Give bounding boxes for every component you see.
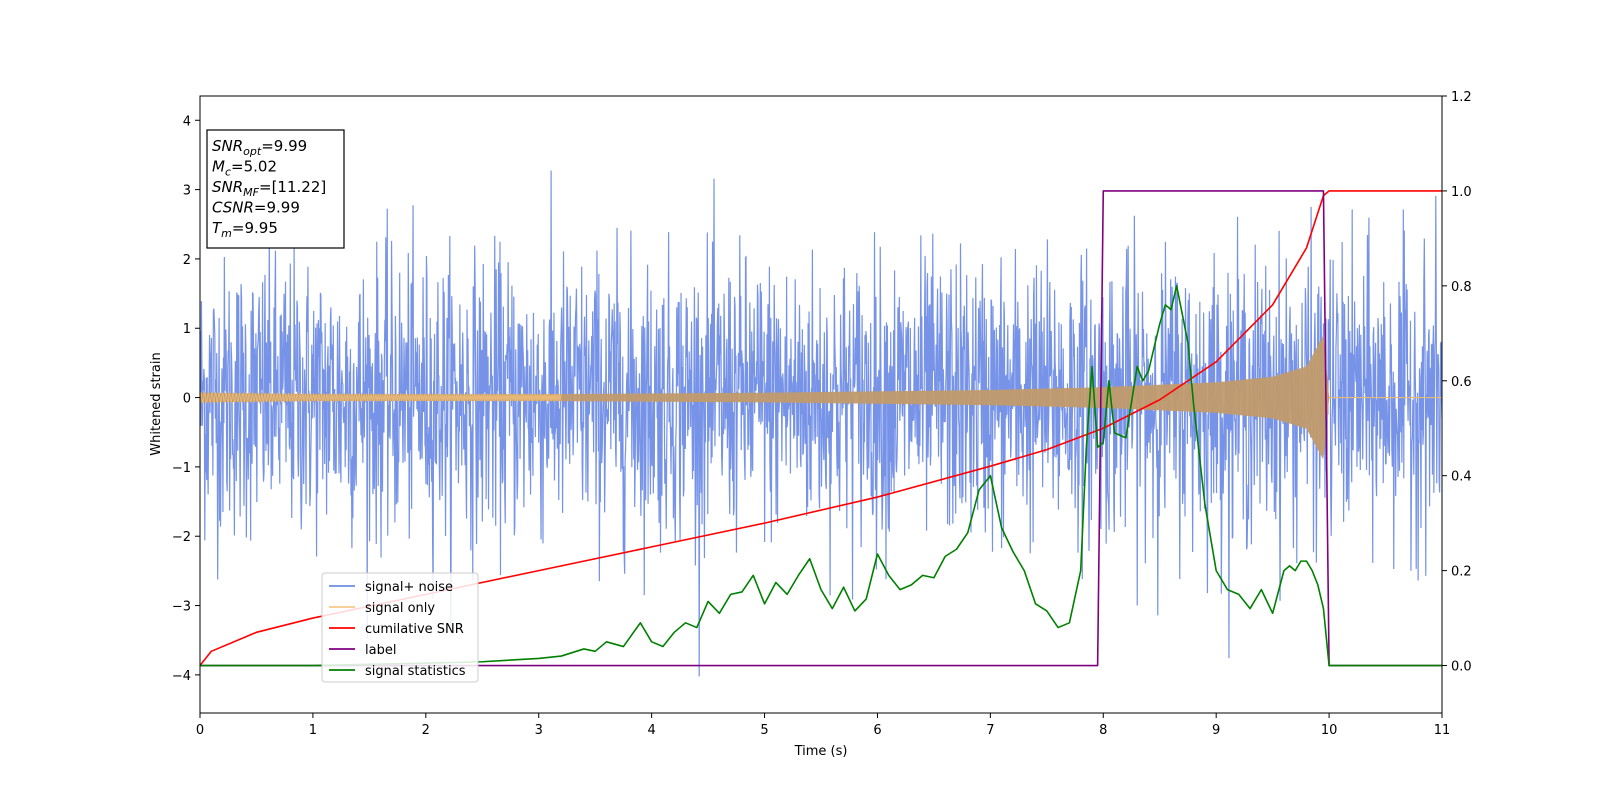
axes-frame — [199, 95, 1443, 714]
plot-series-layer — [200, 170, 1442, 677]
legend-label: signal+ noise — [365, 580, 453, 595]
annotation-line: SNRopt=9.99 — [212, 137, 307, 158]
x-tick-label: 1 — [309, 723, 317, 738]
annotation-line: CSNR=9.99 — [212, 199, 300, 217]
y-left-tick-label: 3 — [183, 184, 191, 199]
legend-label: cumilative SNR — [365, 622, 464, 637]
legend-label: signal statistics — [365, 664, 466, 679]
y-axis-right: 0.0 0.2 0.4 0.6 0.8 1.0 1.2 — [1442, 90, 1472, 675]
x-tick-label: 6 — [873, 723, 881, 738]
annotation-box: SNRopt=9.99Mc=5.02SNRMF=[11.22]CSNR=9.99… — [206, 129, 345, 249]
y-left-tick-label: −2 — [172, 530, 191, 545]
series-oscillation-signal-only — [200, 391, 562, 404]
x-tick-label: 9 — [1212, 723, 1220, 738]
x-tick-label: 0 — [196, 723, 204, 738]
x-axis: 0 1 2 3 4 5 6 7 8 9 10 11 — [196, 713, 1450, 738]
legend-label: signal only — [365, 601, 435, 616]
y-left-tick-label: 1 — [183, 322, 191, 337]
x-tick-label: 7 — [986, 723, 994, 738]
annotation-line: Mc=5.02 — [212, 158, 277, 179]
x-tick-label: 2 — [422, 723, 430, 738]
y-left-tick-label: 0 — [183, 392, 191, 407]
plot-area — [200, 170, 1442, 677]
y-left-tick-label: 2 — [183, 253, 191, 268]
y-right-tick-label: 0.0 — [1451, 660, 1472, 675]
annotation-line: Tm=9.95 — [212, 219, 278, 240]
y-right-tick-label: 0.6 — [1451, 375, 1472, 390]
y-axis-title: Whitened strain — [149, 352, 164, 455]
y-right-tick-label: 1.0 — [1451, 185, 1472, 200]
y-right-tick-label: 1.2 — [1451, 90, 1472, 105]
x-axis-title: Time (s) — [794, 744, 848, 759]
annotation-line: SNRMF=[11.22] — [212, 178, 326, 199]
x-tick-label: 11 — [1434, 723, 1451, 738]
legend: signal+ noise signal only cumilative SNR la… — [321, 572, 479, 683]
y-left-tick-label: −3 — [172, 600, 191, 615]
legend-frame — [321, 572, 479, 683]
x-tick-label: 8 — [1099, 723, 1107, 738]
series-line-signal-only — [200, 335, 1442, 460]
y-left-tick-label: −4 — [172, 669, 191, 684]
annotation-box-frame — [206, 129, 345, 249]
y-axis-left: −4 −3 −2 −1 0 1 2 3 4 — [172, 114, 200, 684]
x-tick-label: 10 — [1321, 723, 1338, 738]
x-tick-label: 3 — [535, 723, 543, 738]
x-tick-label: 5 — [760, 723, 768, 738]
y-left-tick-label: 4 — [183, 114, 191, 129]
y-right-tick-label: 0.2 — [1451, 565, 1472, 580]
series-line-signal-noise — [200, 170, 1442, 677]
legend-label: label — [365, 643, 396, 658]
series-line-cumilative-snr — [200, 190, 1442, 667]
y-right-tick-label: 0.4 — [1451, 470, 1472, 485]
x-tick-label: 4 — [647, 723, 655, 738]
y-right-tick-label: 0.8 — [1451, 280, 1472, 295]
y-left-tick-label: −1 — [172, 461, 191, 476]
series-line-signal-statistics — [200, 285, 1442, 667]
